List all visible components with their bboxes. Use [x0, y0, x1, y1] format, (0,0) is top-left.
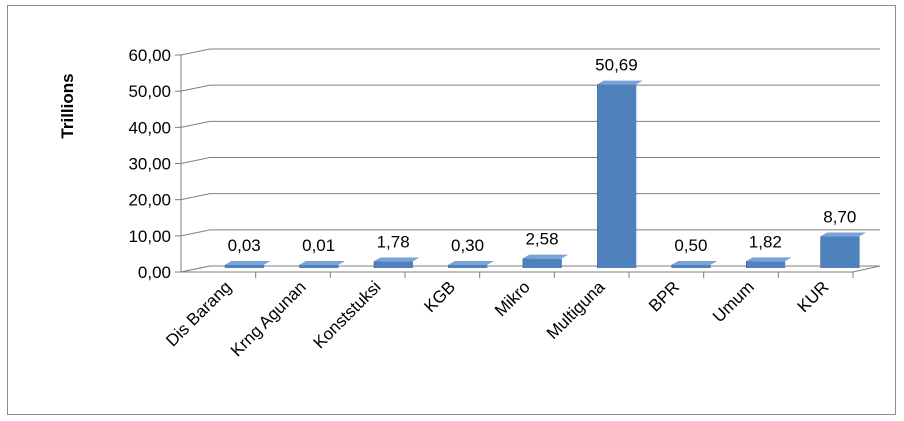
gridline: [175, 229, 880, 237]
gridline: [175, 120, 880, 128]
bar: [224, 261, 271, 268]
y-tick-label: 40,00: [128, 118, 171, 137]
bar: [671, 261, 718, 268]
y-tick-label: 60,00: [128, 46, 171, 65]
gridline: [175, 193, 880, 201]
data-label: 8,70: [823, 208, 856, 227]
x-category-label: BPR: [645, 277, 683, 315]
data-label: 0,30: [451, 236, 484, 255]
bar: [373, 257, 420, 268]
gridline: [175, 157, 880, 164]
data-label: 0,03: [228, 236, 261, 255]
labels-layer: 0,00 10,00 20,00 30,00 40,00 50,00 60,00 0,03 Di…: [128, 46, 856, 360]
x-category-label: Konststuksi: [310, 277, 385, 352]
bar: [820, 232, 867, 268]
y-tick-label: 10,00: [128, 227, 171, 246]
x-category-label: Mikro: [491, 277, 534, 320]
data-label: 1,82: [749, 232, 782, 251]
bar: [745, 257, 792, 268]
chart-frame: [7, 5, 896, 415]
y-axis-title: Trillions: [58, 73, 77, 138]
x-category-label: KGB: [420, 277, 459, 316]
y-tick-label: 30,00: [128, 155, 171, 174]
y-tick-label: 20,00: [128, 191, 171, 210]
x-category-label: KUR: [794, 277, 833, 316]
x-category-label: Multiguna: [543, 277, 609, 343]
data-label: 0,01: [302, 236, 335, 255]
x-category-label: Dis Barang: [162, 277, 235, 350]
gridline: [175, 48, 880, 56]
bar: [448, 261, 494, 268]
bar: [597, 80, 643, 268]
x-category-label: Umum: [709, 277, 758, 326]
data-label: 1,78: [377, 233, 410, 252]
gridline: [175, 84, 880, 92]
bar: [522, 254, 569, 268]
data-label: 2,58: [525, 230, 558, 249]
y-tick-label: 0,00: [138, 263, 171, 282]
bar: [299, 261, 346, 268]
data-label: 50,69: [595, 56, 638, 75]
x-category-label: Krng Agunan: [227, 277, 310, 360]
bars-layer: [224, 80, 867, 268]
data-label: 0,50: [674, 236, 707, 255]
y-tick-label: 50,00: [128, 82, 171, 101]
